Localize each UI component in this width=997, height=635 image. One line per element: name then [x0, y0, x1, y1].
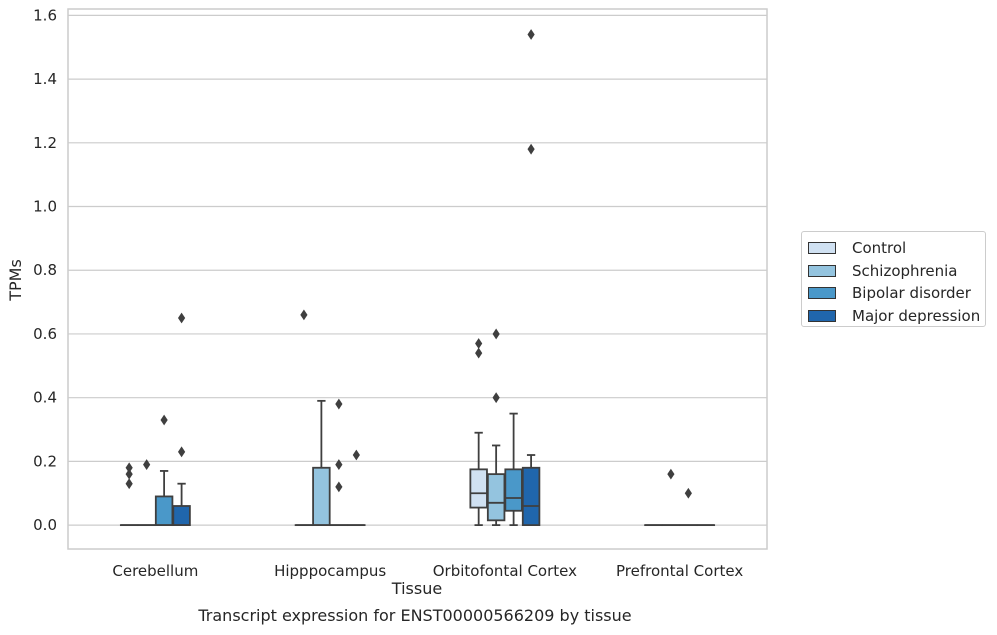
y-tick-label: 0.6 [33, 325, 57, 343]
figure-caption: Transcript expression for ENST0000056620… [198, 606, 632, 625]
outlier-point [475, 338, 483, 349]
y-axis-label: TPMs [6, 259, 25, 302]
legend-item: Bipolar disorder [808, 282, 985, 305]
box-schizophrenia [137, 459, 156, 527]
outlier-point [335, 398, 343, 410]
box-major-depression [521, 29, 541, 527]
y-tick-labels: 0.0 0.2 0.4 0.6 0.8 1.0 1.2 1.4 1.6 [33, 6, 57, 534]
outlier-point [667, 468, 675, 480]
box-control [119, 462, 139, 527]
box-body [312, 466, 331, 527]
box-body [469, 468, 488, 509]
legend-item: Control [808, 237, 985, 260]
legend-swatch [808, 242, 836, 255]
box-schizophrenia [661, 468, 681, 527]
legend-item: Major depression [808, 305, 985, 328]
outlier-point [125, 462, 133, 474]
box-control [469, 338, 488, 527]
outlier-point [125, 468, 133, 480]
outlier-point [177, 446, 186, 458]
outlier-point [527, 143, 535, 155]
box-schizophrenia [312, 399, 331, 527]
legend-swatch [808, 287, 836, 300]
legend: Control Schizophrenia Bipolar disorder Majo… [801, 231, 986, 327]
y-tick-label: 0.8 [33, 261, 57, 279]
outlier-point [177, 312, 186, 324]
box-major-depression [347, 449, 366, 527]
x-tick-label: Cerebellum [112, 562, 198, 580]
box-schizophrenia [486, 328, 506, 527]
box-bipolar-disorder [504, 412, 523, 527]
outlier-point [492, 392, 500, 404]
box-body [154, 495, 174, 527]
x-tick-label: Prefrontal Cortex [616, 562, 743, 580]
box-body [172, 505, 191, 527]
y-tick-label: 1.0 [33, 198, 57, 216]
legend-label: Bipolar disorder [852, 284, 971, 303]
outlier-point [352, 449, 360, 461]
box-control [294, 309, 314, 527]
x-tick-label: Hipppocampus [274, 562, 386, 580]
y-tick-label: 0.4 [33, 389, 57, 407]
plot-frame [67, 8, 768, 550]
legend-label: Major depression [852, 306, 981, 325]
box-body [521, 466, 541, 527]
outlier-point [300, 309, 308, 321]
outlier-point [492, 328, 500, 340]
y-tick-label: 0.0 [33, 516, 57, 534]
legend-swatch [808, 264, 836, 277]
box-bipolar-disorder [679, 487, 698, 527]
outlier-point [527, 29, 535, 40]
outlier-point [684, 487, 692, 499]
legend-label: Control [852, 239, 907, 258]
outlier-point [125, 478, 133, 490]
legend-swatch [808, 309, 836, 322]
outlier-point [335, 481, 343, 493]
box-body [486, 473, 506, 522]
y-tick-label: 1.2 [33, 134, 57, 152]
y-tick-label: 0.2 [33, 452, 57, 470]
x-tick-labels: Cerebellum Hipppocampus Orbitofontal Corte… [112, 562, 743, 580]
x-axis-label: Tissue [391, 579, 442, 598]
legend-label: Schizophrenia [852, 261, 958, 280]
legend-item: Schizophrenia [808, 260, 985, 283]
box-body [504, 468, 523, 512]
box-series [119, 29, 716, 527]
outlier-point [143, 459, 151, 470]
gridlines [68, 14, 767, 526]
y-tick-label: 1.6 [33, 6, 57, 24]
outlier-point [335, 459, 343, 470]
box-major-depression [172, 312, 191, 527]
outlier-point [475, 347, 483, 359]
y-tick-label: 1.4 [33, 70, 57, 88]
x-tick-label: Orbitofontal Cortex [433, 562, 577, 580]
box-bipolar-disorder [154, 414, 174, 527]
outlier-point [160, 414, 168, 426]
